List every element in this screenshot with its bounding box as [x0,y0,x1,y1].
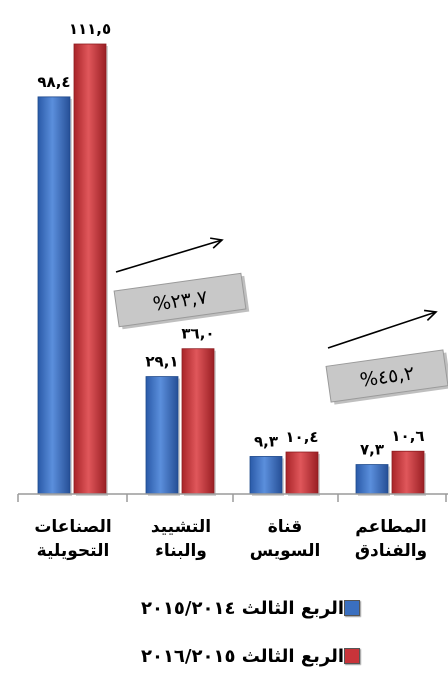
legend-swatch-red [344,648,360,664]
category-label-2: التشييد والبناء [150,517,212,561]
legend-item-series-2: الربع الثالث ٢٠١٦/٢٠١٥ [141,643,368,669]
data-label-2-3: ١٠,٤ [285,428,318,446]
bar-2-4 [391,450,425,495]
bar-2-3 [285,451,319,495]
growth-annotation-box: %٢٣,٧ [113,272,250,330]
category-label-1: الصناعات التحويلية [34,517,112,561]
bar-1-2 [145,376,179,495]
growth-arrow-line [327,311,437,349]
growth-arrow-line [115,239,223,273]
data-label-1-2: ٢٩,١ [145,353,178,371]
category-label-4: المطاعم والفنادق [354,517,428,561]
bar-2-2 [181,348,215,495]
data-label-2-2: ٣٦,٠ [181,325,214,343]
legend-label-series-2: الربع الثالث ٢٠١٦/٢٠١٥ [140,645,344,667]
category-label-3: قناة السويس [249,517,321,561]
growth-annotation-box: %٤٥,٢ [325,349,448,405]
data-label-1-1: ٩٨,٤ [37,73,70,91]
data-label-1-4: ٧,٣ [360,441,384,459]
data-label-1-3: ٩,٣ [254,432,278,450]
data-label-2-4: ١٠,٦ [391,427,424,445]
data-label-2-1: ١١١,٥ [69,20,111,38]
legend-swatch-blue [344,600,360,616]
bar-2-1 [73,43,107,495]
growth-arrow-head [210,237,224,249]
growth-arrow-head [423,309,438,321]
bar-1-4 [355,464,389,495]
legend-label-series-1: الربع الثالث ٢٠١٥/٢٠١٤ [140,597,344,619]
bar-1-1 [37,96,71,495]
bar-1-3 [249,456,283,495]
legend-item-series-1: الربع الثالث ٢٠١٥/٢٠١٤ [141,595,368,621]
